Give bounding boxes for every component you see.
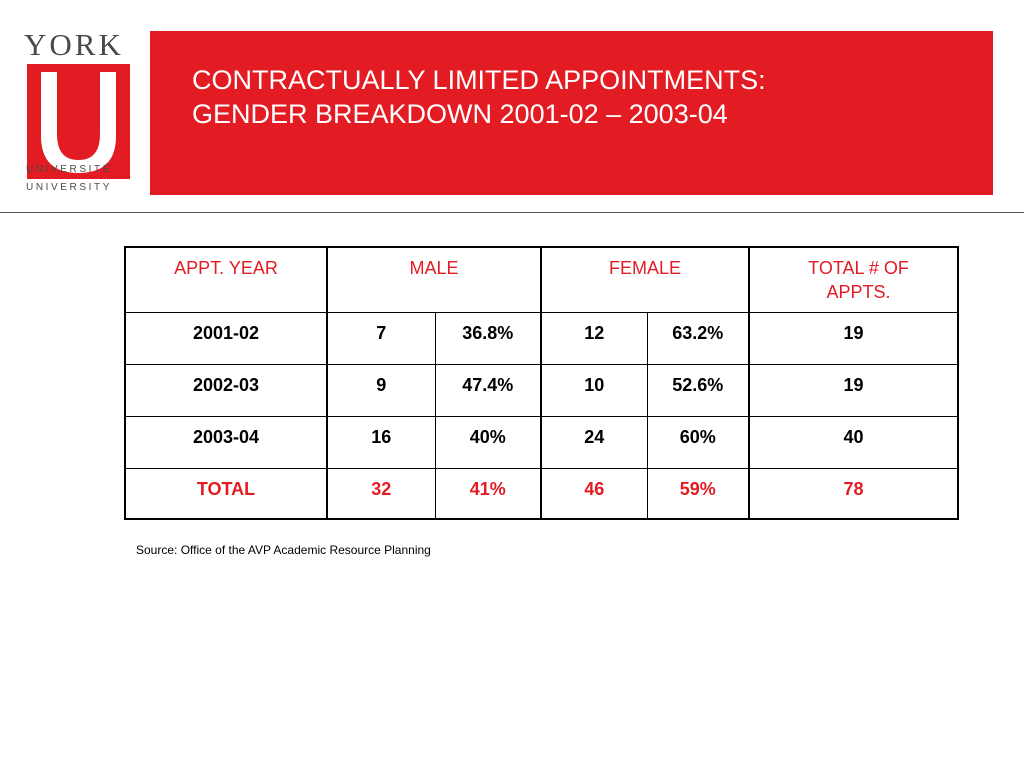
- header-total-appts: TOTAL # OF APPTS.: [748, 246, 959, 313]
- cell-male-count: 9: [326, 364, 436, 417]
- cell-male-count: 16: [326, 416, 436, 469]
- gender-breakdown-table: APPT. YEAR MALE FEMALE TOTAL # OF APPTS.…: [124, 246, 959, 520]
- cell-total-label: TOTAL: [124, 468, 328, 520]
- cell-year: 2003-04: [124, 416, 328, 469]
- cell-grand-total: 78: [748, 468, 959, 520]
- source-note: Source: Office of the AVP Academic Resou…: [136, 543, 431, 557]
- cell-female-percent: 63.2%: [646, 312, 750, 365]
- cell-female-count: 24: [540, 416, 648, 469]
- header-appt-year: APPT. YEAR: [124, 246, 328, 313]
- table-row: 2001-02 7 36.8% 12 63.2% 19: [124, 312, 959, 365]
- cell-male-percent-total: 41%: [434, 468, 542, 520]
- title-line-2: GENDER BREAKDOWN 2001-02 – 2003-04: [192, 99, 728, 129]
- cell-year: 2002-03: [124, 364, 328, 417]
- cell-year: 2001-02: [124, 312, 328, 365]
- title-line-1: CONTRACTUALLY LIMITED APPOINTMENTS:: [192, 65, 766, 95]
- table-row: 2003-04 16 40% 24 60% 40: [124, 416, 959, 469]
- cell-male-percent: 47.4%: [434, 364, 542, 417]
- logo-u-emblem: [27, 64, 130, 179]
- cell-male-count: 7: [326, 312, 436, 365]
- logo-line-universite: UNIVERSITÉ: [26, 164, 113, 175]
- header-band: CONTRACTUALLY LIMITED APPOINTMENTS: GEND…: [150, 31, 993, 195]
- cell-total: 19: [748, 364, 959, 417]
- cell-female-count: 12: [540, 312, 648, 365]
- cell-total: 40: [748, 416, 959, 469]
- cell-female-count: 10: [540, 364, 648, 417]
- header-male: MALE: [326, 246, 542, 313]
- header-female: FEMALE: [540, 246, 750, 313]
- cell-total: 19: [748, 312, 959, 365]
- slide-title: CONTRACTUALLY LIMITED APPOINTMENTS: GEND…: [192, 63, 973, 131]
- table-header-row: APPT. YEAR MALE FEMALE TOTAL # OF APPTS.: [124, 246, 959, 313]
- cell-female-percent: 60%: [646, 416, 750, 469]
- york-university-logo: YORK UNIVERSITÉ UNIVERSITY: [24, 27, 134, 202]
- cell-female-count-total: 46: [540, 468, 648, 520]
- cell-female-percent: 52.6%: [646, 364, 750, 417]
- cell-male-count-total: 32: [326, 468, 436, 520]
- header-divider: [0, 212, 1024, 213]
- cell-male-percent: 40%: [434, 416, 542, 469]
- header-total-text: TOTAL # OF APPTS.: [808, 258, 909, 302]
- logo-line-university: UNIVERSITY: [26, 182, 113, 193]
- logo-wordmark: YORK: [24, 27, 124, 62]
- cell-female-percent-total: 59%: [646, 468, 750, 520]
- table-total-row: TOTAL 32 41% 46 59% 78: [124, 468, 959, 520]
- table-row: 2002-03 9 47.4% 10 52.6% 19: [124, 364, 959, 417]
- cell-male-percent: 36.8%: [434, 312, 542, 365]
